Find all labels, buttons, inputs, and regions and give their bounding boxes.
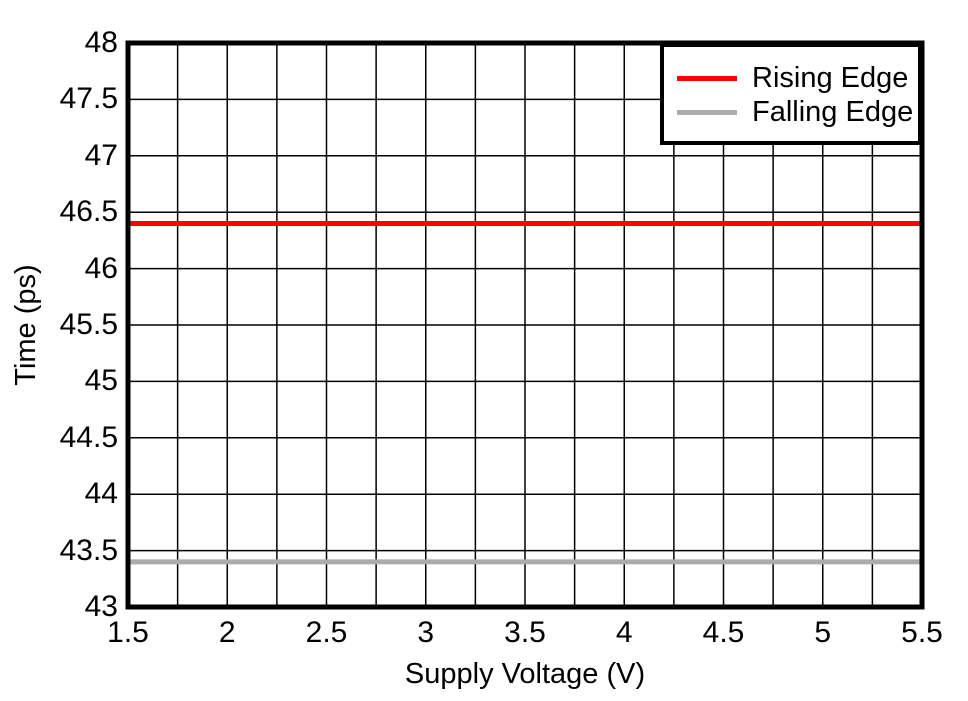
x-axis-title: Supply Voltage (V) [404, 658, 646, 690]
y-axis-tick-label: 44.5 [59, 420, 118, 454]
legend-item-rising-edge: Rising Edge [664, 61, 918, 95]
y-axis-tick-label: 46 [84, 251, 118, 285]
x-axis-tick-label: 2.5 [305, 616, 348, 649]
x-axis-tick-label: 4.5 [702, 616, 745, 649]
x-axis-tick-label: 3 [417, 616, 435, 649]
legend-swatch-falling-edge [677, 109, 737, 115]
y-axis-tick-label: 45 [84, 364, 118, 398]
x-axis-tick-label: 3.5 [504, 616, 546, 649]
x-axis-tick-label: 5.5 [901, 616, 943, 649]
y-axis-title: Time (ps) [10, 264, 42, 386]
y-axis-tick-label: 47.5 [59, 82, 118, 116]
legend-label-falling-edge: Falling Edge [752, 96, 914, 128]
x-axis-tick-label: 1.5 [107, 616, 149, 649]
y-axis-tick-label: 46.5 [59, 195, 118, 229]
x-axis-tick-label: 2 [218, 616, 236, 649]
y-axis-tick-label: 48 [84, 26, 118, 59]
x-axis-tick-label: 4 [615, 616, 633, 649]
legend-label-rising-edge: Rising Edge [752, 62, 909, 94]
y-axis-tick-label: 43 [84, 590, 118, 623]
y-axis-tick-label: 45.5 [59, 308, 118, 341]
legend-swatch-rising-edge [677, 75, 737, 81]
y-axis-tick-label: 47 [84, 138, 118, 172]
y-axis-tick-label: 44 [84, 477, 118, 511]
y-axis-tick-label: 43.5 [59, 533, 118, 567]
plot-border [125, 40, 925, 610]
legend: Rising Edge Falling Edge [660, 43, 922, 145]
x-axis-tick-label: 5 [814, 616, 832, 649]
legend-item-falling-edge: Falling Edge [664, 95, 918, 129]
